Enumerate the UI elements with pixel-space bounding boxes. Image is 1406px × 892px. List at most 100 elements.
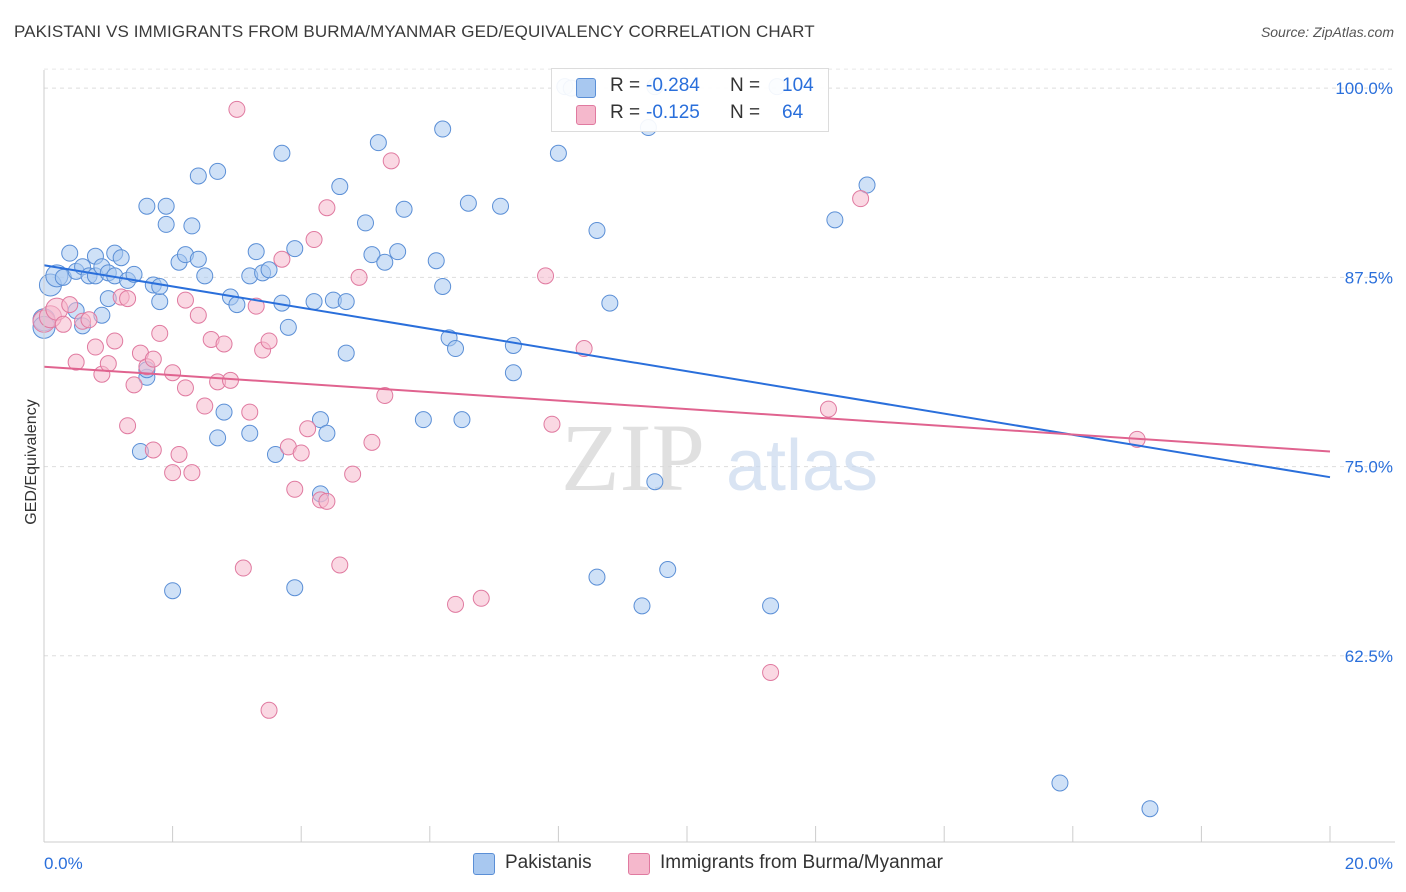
pakistani-point [305,293,323,311]
pakistani-point [659,561,677,579]
pakistani-point [61,244,79,262]
pakistani-point [228,296,246,314]
burma-point [260,332,278,350]
burma-point [119,417,137,435]
pakistani-point [112,249,130,267]
burma-point [292,444,310,462]
burma-point [318,199,336,217]
pakistani-point [1141,800,1159,818]
pakistani-point [318,424,336,442]
pakistani-point [369,134,387,152]
pakistani-point [209,429,227,447]
pakistani-point [762,597,780,615]
pakistani-point [376,253,394,271]
pakistani-point [260,261,278,279]
r-label: R = [610,102,641,123]
n-value: 104 [782,75,814,96]
pakistani-point [164,582,182,600]
burma-point [852,190,870,208]
burma-point [241,403,259,421]
burma-point [183,464,201,482]
y-tick-label: 62.5% [1345,647,1393,666]
pakistani-point [434,120,452,138]
pakistani-point [337,293,355,311]
legend-label: Immigrants from Burma/Myanmar [660,852,943,873]
legend-swatch [473,853,495,875]
pakistani-point [138,197,156,215]
trend-lines [43,264,1331,479]
pakistani-point [196,267,214,285]
n-label: N = [730,75,761,96]
pakistani-point [504,364,522,382]
pakistani-point [459,194,477,212]
pakistani-point [241,424,259,442]
pakistani-point [215,403,233,421]
pakistani-point [492,197,510,215]
pakistani-point [279,318,297,336]
burma-point [318,492,336,510]
x-tick-label: 0.0% [44,854,83,873]
burma-point [376,386,394,404]
x-tick-label: 20.0% [1345,854,1393,873]
pakistani-point [189,167,207,185]
pakistani-point [189,250,207,268]
burma-point [196,397,214,415]
burma-point [164,464,182,482]
pakistani-point [434,277,452,295]
burma-point [472,589,490,607]
y-axis-label: GED/Equivalency [23,399,40,524]
burma-point [106,332,124,350]
pakistani-point [504,336,522,354]
burma-point [344,465,362,483]
burma-point [61,296,79,314]
r-label: R = [610,75,641,96]
legend-swatch [576,105,596,125]
burma-point [151,324,169,342]
pakistani-point [447,340,465,358]
y-tick-label: 75.0% [1345,458,1393,477]
burma-point [144,441,162,459]
burma-point [543,415,561,433]
watermark-zip: ZIP [561,404,705,511]
pakistani-point [183,217,201,235]
pakistani-point [453,411,471,429]
burma-point [537,267,555,285]
burma-point [260,701,278,719]
pakistani-point [363,246,381,264]
burma-point [273,250,291,268]
source-label: Source: ZipAtlas.com [1260,24,1394,40]
burma-point [575,340,593,358]
pakistani-point [389,243,407,261]
pakistani-point [395,200,413,218]
pakistani-point [157,215,175,233]
burma-point [331,556,349,574]
pakistani-point [286,579,304,597]
watermark-atlas: atlas [726,426,878,506]
pakistani-point [633,597,651,615]
legend-swatch [628,853,650,875]
axes: 100.0% 87.5% 75.0% 62.5% 0.0% 20.0% [43,70,1395,873]
burma-point [176,291,194,309]
y-tick-label: 87.5% [1345,268,1393,287]
burma-point [80,311,98,329]
pakistani-point [357,214,374,232]
burma-point [447,595,465,613]
pakistani-point [337,344,355,362]
legend-swatch [576,78,596,98]
y-tick-label: 100.0% [1335,79,1393,98]
burma-point [234,559,252,577]
burma-point [170,445,188,463]
pakistani-point [157,197,175,215]
pakistani-point [266,445,284,463]
burma-point [247,297,265,315]
r-value: -0.284 [646,75,700,96]
pakistani-point [601,294,619,312]
burma-point [189,306,207,324]
pakistani-point [151,277,169,295]
burma-point [762,663,780,681]
pakistani-point [858,176,876,194]
pakistani-point [588,221,606,239]
burma-point [86,338,104,356]
burma-point [164,364,182,382]
